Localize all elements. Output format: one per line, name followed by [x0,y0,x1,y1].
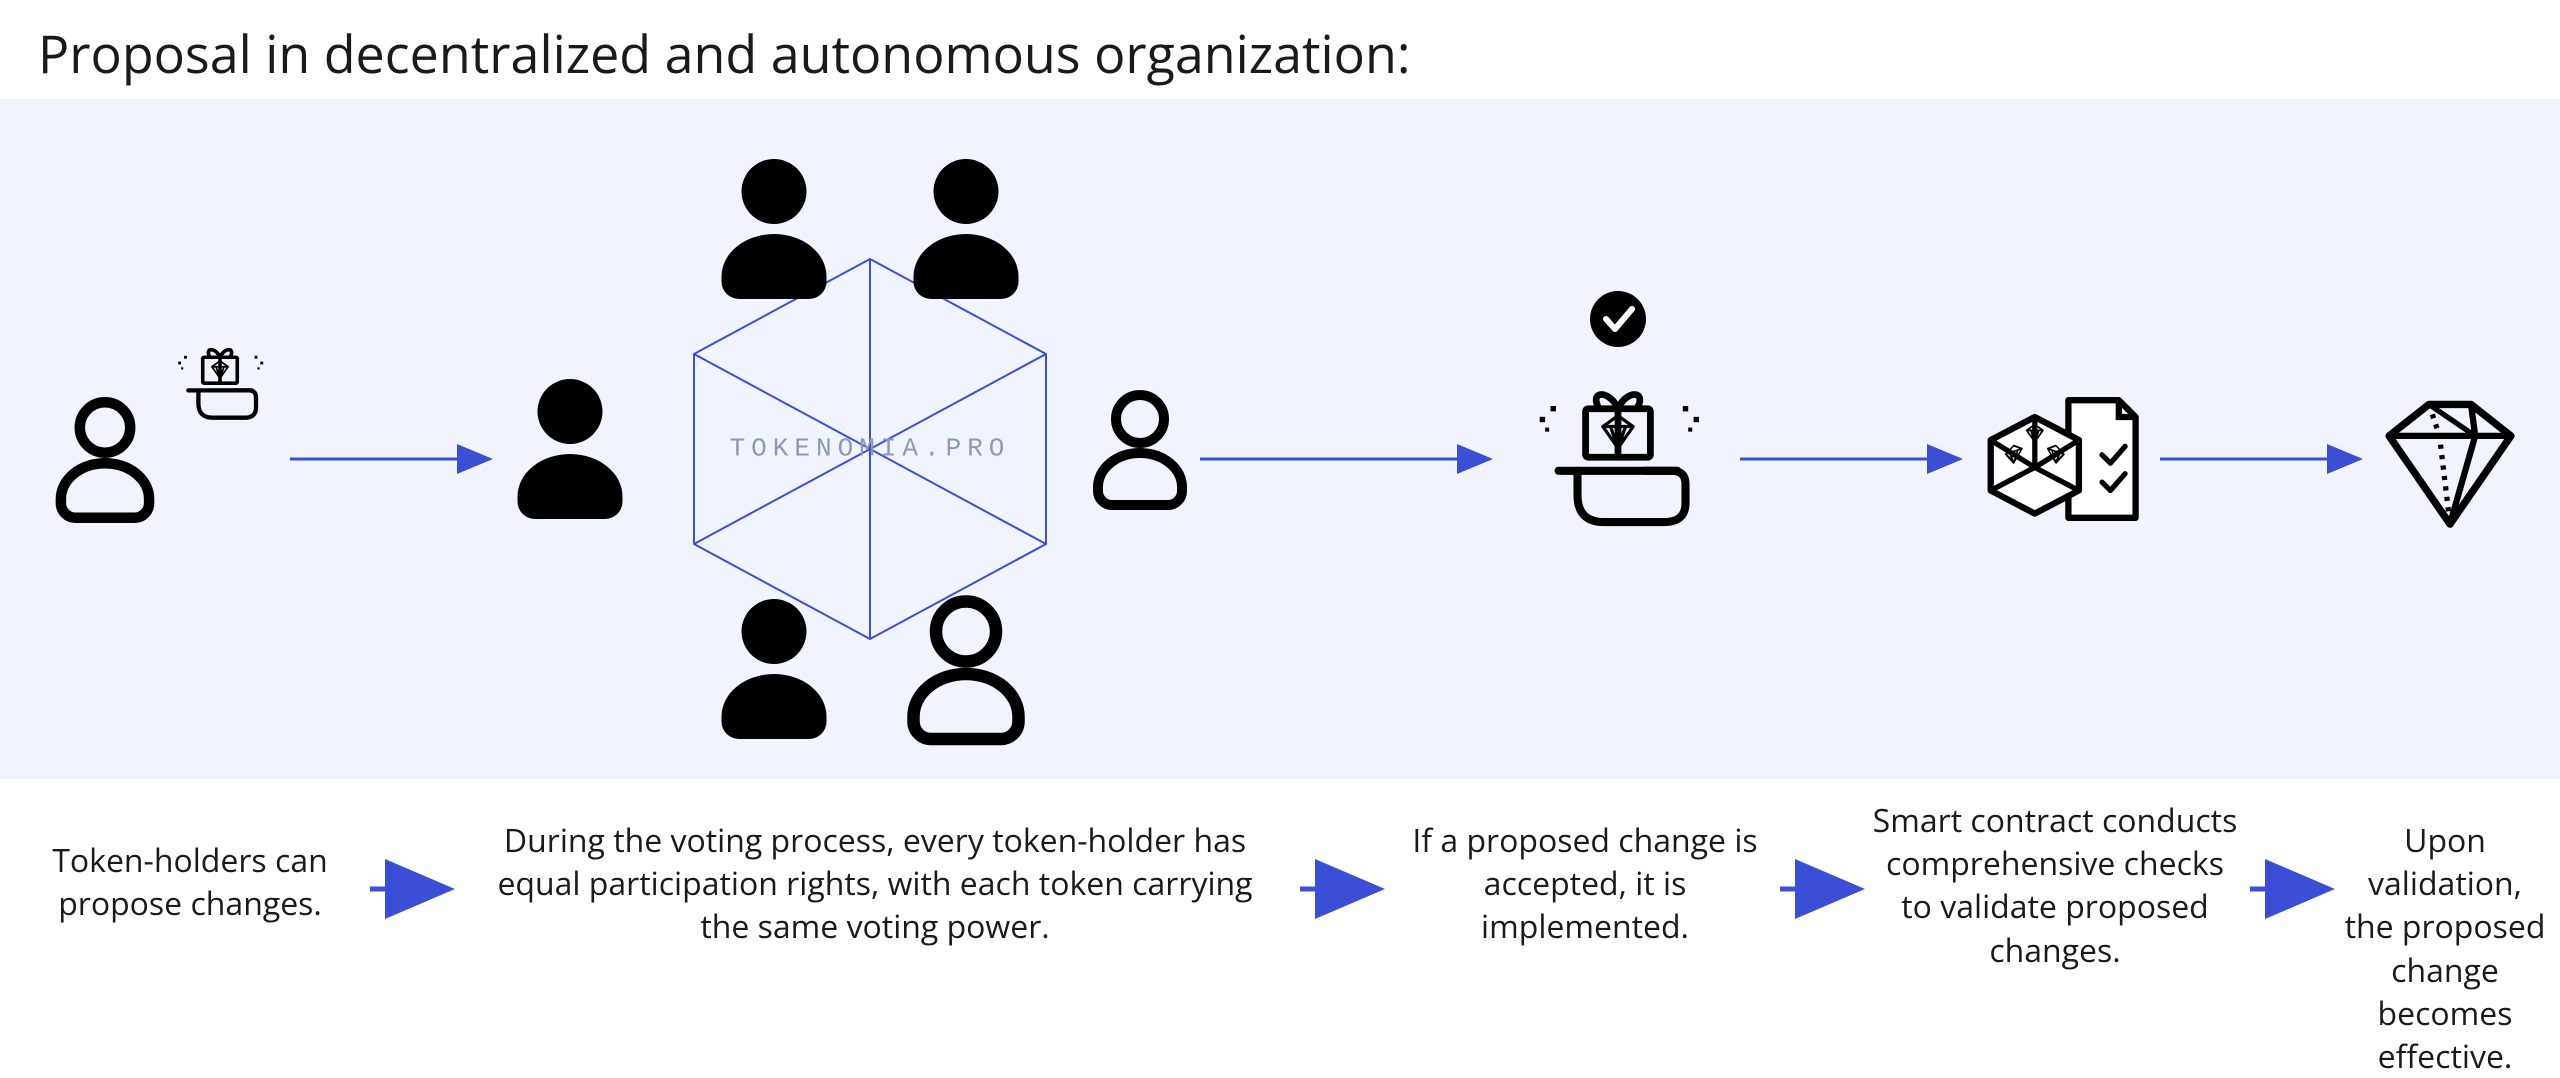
step-2-label: During the voting process, every token-h… [470,819,1280,949]
step-4-label: Smart contract conducts comprehensive ch… [1870,799,2240,972]
diagram-band: TOKENOMIA.PRO [0,99,2560,779]
page-title: Proposal in decentralized and autonomous… [0,0,2560,99]
stage-3-accepted-icon [1540,291,1699,522]
step-5-label: Upon validation, the proposed change bec… [2340,819,2550,1078]
stage-4-validation-icon [1991,400,2136,518]
stage-1-proposer-icon [61,350,263,518]
step-1-label: Token-holders can propose changes. [20,839,360,925]
step-3-label: If a proposed change is accepted, it is … [1400,819,1770,949]
stage-5-effective-icon [2389,404,2511,524]
caption-band: Token-holders can propose changes. Durin… [0,779,2560,1049]
stage-2-voting-icon [518,159,1183,739]
